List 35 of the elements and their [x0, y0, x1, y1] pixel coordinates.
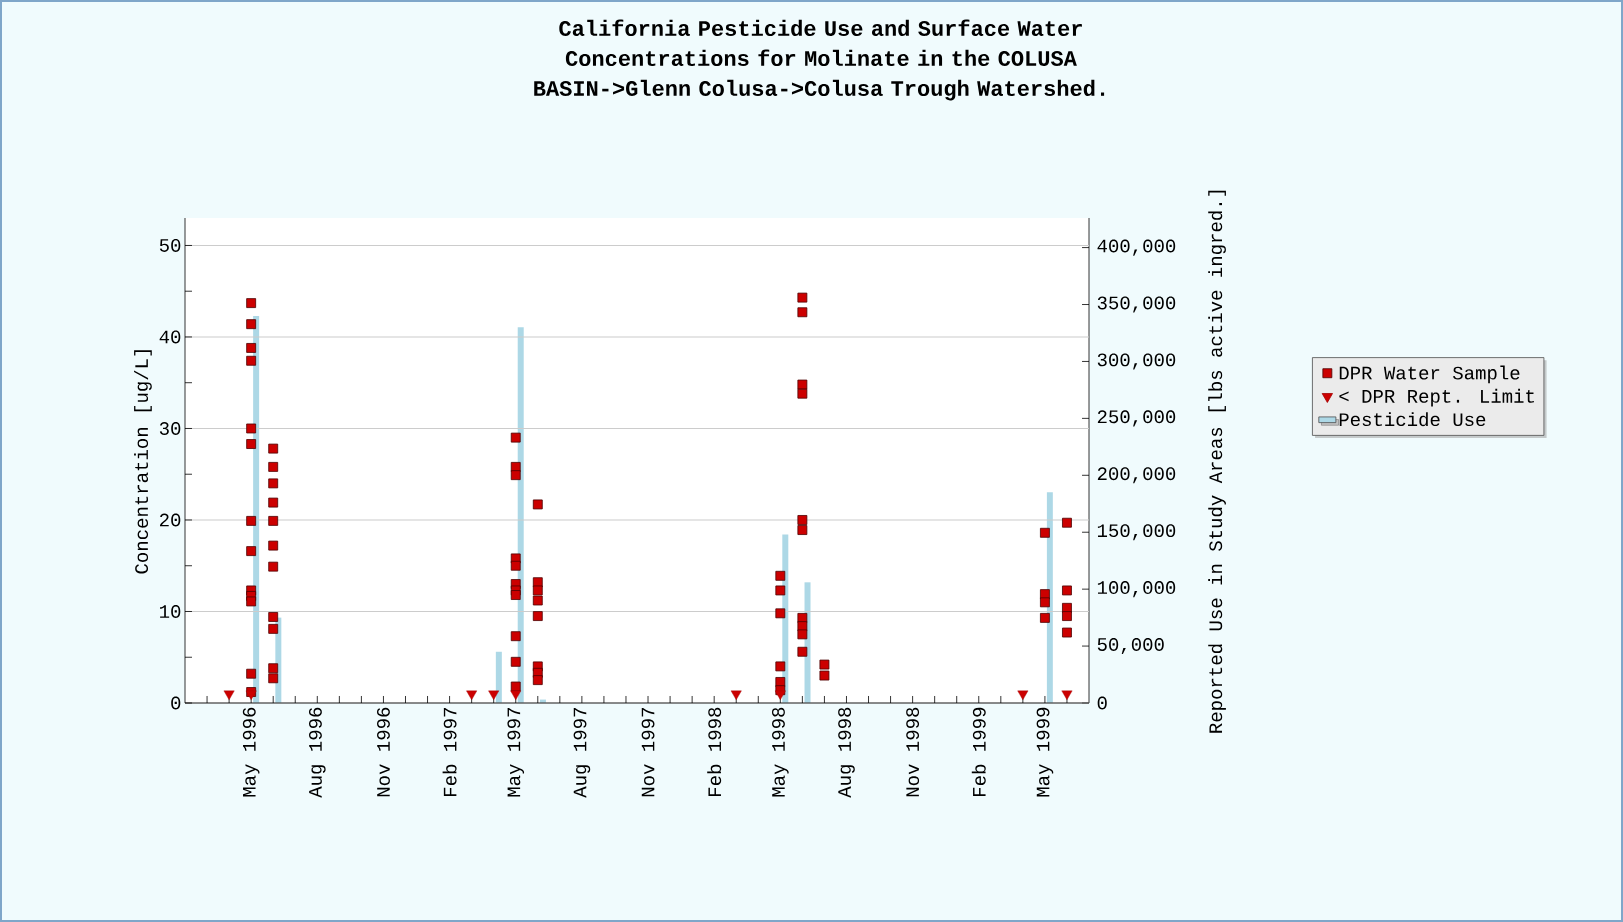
x-tick-label: Nov 1997 — [641, 708, 655, 797]
x-tick-label: May 1998 — [772, 707, 789, 797]
y2-tick-label: 100,000 — [1097, 581, 1176, 598]
x-tick-label: Aug 1996 — [308, 707, 326, 798]
y2-tick-label: 300,000 — [1097, 353, 1176, 370]
y2-tick-label: 0 — [1097, 696, 1107, 710]
y-tick-label: 0 — [171, 696, 181, 710]
y-tick-label: 40 — [159, 330, 181, 344]
x-tick-label: Feb 1999 — [971, 707, 986, 796]
legend-label: DPR Water Sample — [1339, 365, 1520, 384]
x-tick-label: Aug 1998 — [838, 707, 855, 798]
y2-tick-label: 350,000 — [1097, 296, 1176, 313]
x-tick-label: Aug 1997 — [573, 708, 591, 798]
x-tick-label: May 1997 — [507, 708, 525, 797]
x-tick-label: Feb 1998 — [707, 707, 722, 796]
y2-tick-label: 200,000 — [1097, 467, 1176, 484]
legend-label: < DPR Rept. Limit — [1339, 388, 1534, 407]
y2-tick-label: 250,000 — [1097, 410, 1176, 427]
y-tick-label: 10 — [160, 605, 181, 618]
x-tick-label: May 1999 — [1036, 707, 1054, 797]
y2-tick-label: 150,000 — [1097, 524, 1176, 541]
legend-label: Pesticide Use — [1339, 412, 1486, 427]
y2-tick-label: 400,000 — [1097, 239, 1176, 256]
y-tick-label: 20 — [160, 513, 181, 527]
bar — [495, 651, 502, 703]
x-tick-label: Feb 1997 — [442, 708, 457, 796]
y-axis-title: Concentration [ug/L] — [134, 350, 152, 574]
x-tick-label: Nov 1998 — [906, 707, 920, 797]
y2-axis-title: Reported Use in Study Areas [lbs active ingred.] — [1208, 190, 1226, 733]
chart-title: California Pesticide Use and Surface Water Concentrations for Molinate in the COLUSA BASIN->Glenn Colusa->Colusa Trough Watershed. — [534, 19, 1105, 101]
x-tick-label: Nov 1996 — [377, 707, 390, 797]
y-tick-label: 50 — [159, 239, 181, 252]
y-tick-label: 30 — [159, 422, 181, 435]
y2-tick-label: 50,000 — [1097, 638, 1164, 655]
x-tick-label: May 1996 — [242, 707, 260, 797]
